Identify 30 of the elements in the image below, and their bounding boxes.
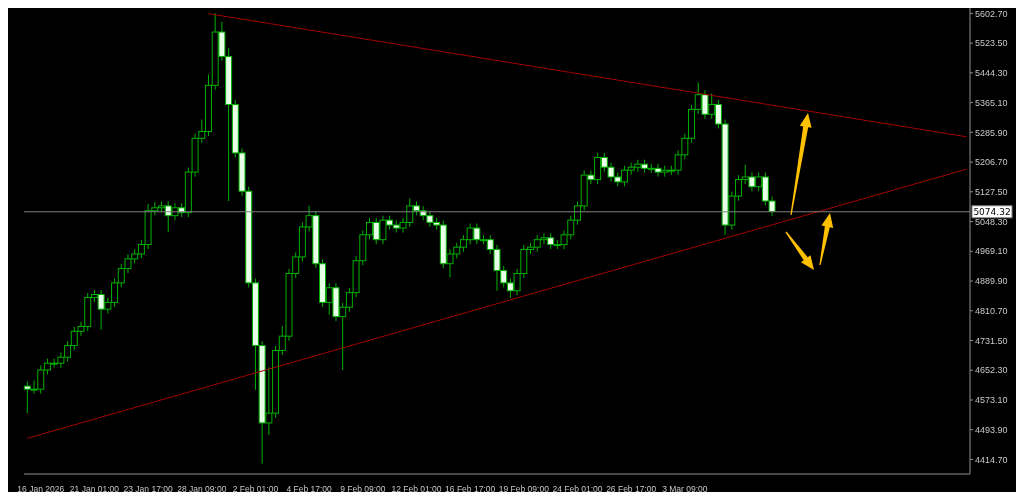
y-tick-label: 5127.50 xyxy=(975,187,1008,197)
y-tick-label: 5523.50 xyxy=(975,38,1008,49)
y-tick-label: 4493.90 xyxy=(975,424,1008,435)
x-tick-label: 19 Feb 09:00 xyxy=(498,484,550,494)
y-tick-label: 4731.50 xyxy=(975,335,1008,346)
y-tick-label: 5048.30 xyxy=(975,216,1008,227)
y-tick-label: 4573.10 xyxy=(975,395,1008,406)
x-tick-label: 12 Feb 01:00 xyxy=(391,484,442,494)
y-tick-label: 5206.70 xyxy=(975,157,1008,168)
ref-line-label: 5074.32 xyxy=(973,206,1011,217)
y-tick-label: 4969.10 xyxy=(975,246,1008,257)
x-tick-label: 9 Feb 09:00 xyxy=(340,484,386,494)
x-tick-label: 3 Mar 09:00 xyxy=(662,484,708,494)
y-tick-label: 5602.70 xyxy=(975,8,1008,19)
x-tick-label: 16 Jan 2026 xyxy=(17,484,65,494)
x-tick-label: 23 Jan 17:00 xyxy=(123,484,173,494)
x-tick-label: 21 Jan 01:00 xyxy=(69,484,120,494)
y-tick-label: 5444.30 xyxy=(975,68,1008,79)
x-tick-label: 16 Feb 17:00 xyxy=(445,484,496,494)
y-tick-label: 4652.30 xyxy=(975,365,1008,376)
x-tick-label: 24 Feb 01:00 xyxy=(552,484,603,494)
y-tick-label: 5365.10 xyxy=(975,97,1008,108)
x-tick-label: 2 Feb 01:00 xyxy=(232,484,279,494)
y-tick-label: 5285.90 xyxy=(975,127,1008,138)
x-tick-label: 28 Jan 09:00 xyxy=(177,484,227,494)
x-tick-label: 26 Feb 17:00 xyxy=(606,484,657,494)
y-tick-label: 4414.70 xyxy=(975,454,1008,465)
y-tick-label: 4810.70 xyxy=(975,305,1008,316)
y-tick-label: 4889.90 xyxy=(975,276,1008,287)
x-tick-label: 4 Feb 17:00 xyxy=(286,484,333,494)
